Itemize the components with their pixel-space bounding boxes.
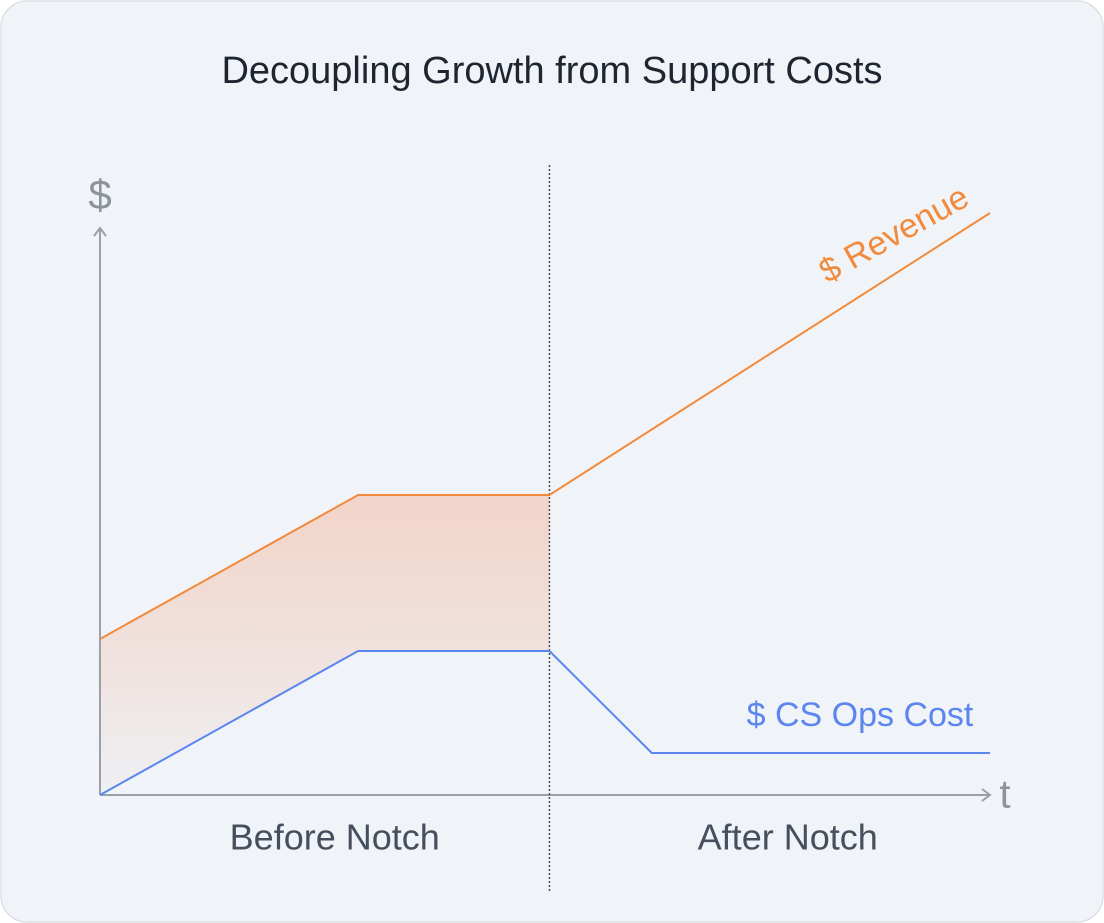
x-axis-arrow: [981, 788, 992, 802]
x-axis-label: t: [999, 773, 1010, 817]
region-label: Before Notch: [230, 817, 440, 858]
y-axis-label: $: [88, 171, 111, 218]
region-label: After Notch: [698, 817, 878, 858]
series-line: [99, 650, 990, 796]
gap-area: [100, 495, 550, 795]
chart-title: Decoupling Growth from Support Costs: [221, 50, 882, 92]
series-line: [99, 212, 991, 640]
y-axis-arrow: [93, 226, 107, 237]
series-label: $ CS Ops Cost: [747, 696, 974, 734]
